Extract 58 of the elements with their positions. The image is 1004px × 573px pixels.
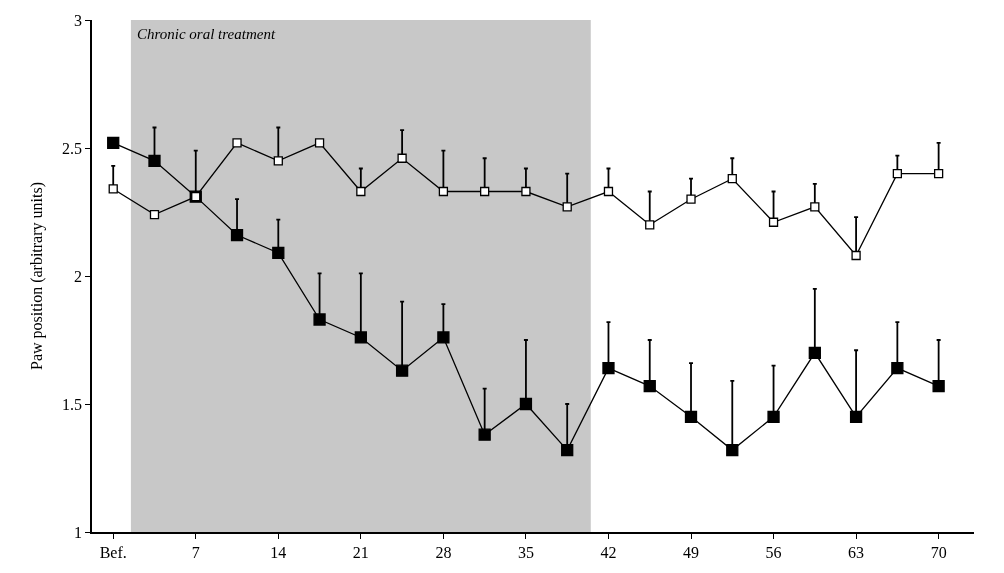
- x-tick-label: 49: [683, 543, 700, 561]
- point: [767, 410, 780, 423]
- x-tick-label: 70: [930, 543, 947, 561]
- x-tick-label: 14: [270, 543, 287, 561]
- x-tick-label: 42: [600, 543, 617, 561]
- point: [438, 186, 449, 197]
- point: [356, 186, 366, 197]
- point: [810, 202, 820, 212]
- point: [808, 346, 821, 359]
- point: [149, 209, 160, 220]
- point: [313, 313, 326, 326]
- point: [727, 174, 737, 184]
- band-label: Chronic oral treatment: [137, 26, 276, 42]
- x-tick-label: 7: [191, 543, 200, 561]
- y-tick-label: 3: [74, 11, 83, 29]
- point: [272, 246, 285, 260]
- point: [684, 410, 698, 423]
- point: [354, 331, 367, 344]
- point: [314, 138, 325, 148]
- x-tick-label: 63: [848, 543, 865, 561]
- y-axis-title: Paw position (arbitrary units): [28, 182, 47, 370]
- point: [107, 136, 120, 150]
- point: [645, 220, 655, 230]
- point: [849, 410, 863, 423]
- y-tick-label: 2.5: [62, 139, 83, 157]
- point: [643, 379, 656, 393]
- point: [273, 156, 283, 166]
- point: [395, 364, 409, 377]
- point: [851, 250, 861, 261]
- point: [230, 228, 244, 242]
- point: [891, 362, 904, 375]
- point: [602, 362, 615, 375]
- x-tick-label: 21: [352, 543, 369, 561]
- x-tick-label: Bef.: [99, 543, 127, 561]
- point: [561, 443, 574, 457]
- point: [480, 186, 490, 197]
- point: [521, 186, 531, 197]
- point: [726, 443, 739, 457]
- point: [478, 428, 491, 441]
- point: [437, 331, 450, 344]
- y-tick-label: 2: [74, 267, 83, 285]
- point: [686, 194, 696, 204]
- point: [562, 202, 572, 212]
- x-tick-label: 56: [765, 543, 782, 561]
- x-tick-label: 35: [517, 543, 534, 561]
- point: [603, 186, 614, 197]
- point: [519, 397, 533, 411]
- point: [397, 153, 407, 163]
- point: [892, 168, 903, 179]
- y-tick-label: 1: [74, 523, 83, 541]
- point: [768, 217, 779, 227]
- x-tick-label: 28: [435, 543, 452, 561]
- y-tick-label: 1.5: [62, 395, 83, 413]
- point: [232, 138, 242, 148]
- point: [108, 184, 118, 194]
- point: [933, 168, 944, 179]
- point: [148, 154, 161, 167]
- point: [932, 379, 945, 393]
